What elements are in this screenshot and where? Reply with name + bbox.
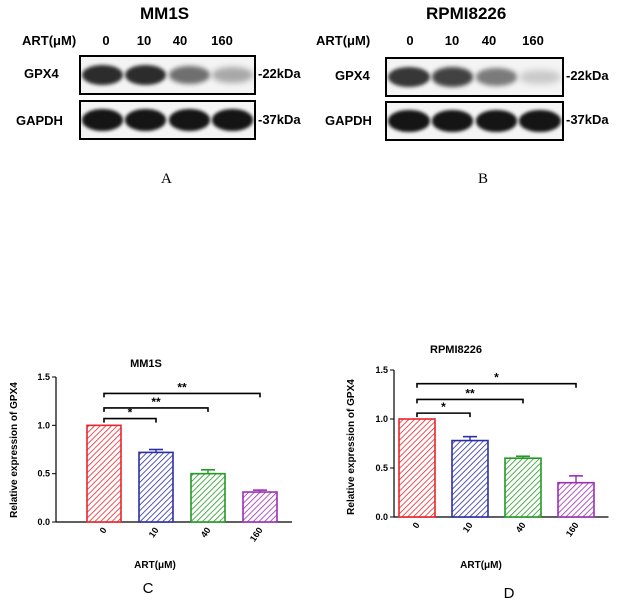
x-tick-label: 10: [147, 525, 161, 539]
significance-bracket: [416, 412, 471, 418]
x-tick-label: 160: [248, 525, 265, 543]
y-axis-label: Relative expression of GPX4: [346, 379, 357, 515]
blot-band: [125, 109, 167, 131]
significance-label: *: [494, 371, 499, 385]
bar: [451, 439, 489, 518]
blot-band: [211, 109, 253, 131]
blot-band: [82, 109, 124, 131]
lane-label: 40: [481, 33, 497, 48]
y-tick-label: 0.5: [37, 469, 50, 479]
panel-letter: A: [161, 171, 172, 187]
molecular-weight-marker: -22kDa: [566, 68, 609, 83]
blot-strip: [79, 55, 256, 95]
y-tick-label: 0.0: [37, 517, 50, 527]
y-tick-label: 1.5: [37, 372, 50, 382]
significance-bracket: [103, 417, 157, 423]
significance-label: *: [441, 400, 446, 414]
significance-bracket: [103, 407, 209, 412]
blot-band: [431, 110, 474, 132]
bar: [557, 481, 595, 518]
blot-band: [475, 68, 518, 86]
concentration-label: ART(μM): [22, 33, 77, 48]
significance-bracket: [416, 382, 577, 388]
y-tick-label: 1.0: [37, 420, 50, 430]
x-axis-label: ART(μM): [460, 560, 502, 571]
molecular-weight-marker: -37kDa: [566, 112, 609, 127]
blot-band: [388, 67, 430, 87]
y-tick-label: 1.5: [375, 365, 388, 375]
significance-bracket: [103, 392, 261, 398]
lane-label: 0: [406, 33, 414, 48]
lane-label: 0: [102, 33, 110, 48]
protein-label: GPX4: [24, 66, 59, 81]
chart-title: MM1S: [130, 358, 162, 370]
blot-band: [388, 110, 430, 132]
bar: [138, 451, 174, 523]
bar: [504, 457, 542, 518]
protein-label: GAPDH: [16, 113, 63, 128]
panel-letter: B: [478, 171, 489, 187]
bar-chart-rpmi8226: RPMI8226 Relative expression of GPX4 ART…: [346, 344, 609, 602]
lane-label: 10: [444, 33, 460, 48]
blot-band: [519, 70, 561, 84]
y-tick-label: 0.0: [375, 512, 388, 522]
blot-band: [125, 64, 167, 86]
lane-label: 160: [522, 33, 544, 48]
protein-label: GAPDH: [325, 113, 372, 128]
significance-label: **: [177, 380, 187, 394]
blot-band: [519, 110, 561, 132]
bar: [190, 472, 226, 523]
blot-title: MM1S: [140, 4, 190, 23]
y-tick-label: 1.0: [375, 414, 388, 424]
blot-band: [82, 64, 124, 86]
blot-strip: [385, 101, 564, 141]
lane-label: 160: [211, 33, 233, 48]
blot-strip: [385, 57, 564, 97]
x-tick-label: 10: [461, 520, 475, 534]
significance-bracket: [416, 398, 524, 404]
molecular-weight-marker: -37kDa: [258, 112, 301, 127]
significance-label: **: [465, 386, 475, 400]
blot-strip: [79, 100, 256, 140]
protein-label: GPX4: [335, 68, 370, 83]
lane-label: 40: [172, 33, 188, 48]
bar: [86, 424, 122, 523]
blot-band: [475, 110, 518, 132]
x-tick-label: 160: [564, 520, 581, 538]
y-tick-label: 0.5: [375, 463, 388, 473]
bar: [398, 418, 436, 518]
blot-band: [211, 67, 253, 83]
molecular-weight-marker: -22kDa: [258, 66, 301, 81]
y-axis-label: Relative expression of GPX4: [9, 382, 20, 518]
concentration-label: ART(μM): [316, 33, 371, 48]
bar-chart-mm1s: MM1S Relative expression of GPX4 ART(μM)…: [9, 358, 292, 597]
lane-label: 10: [136, 33, 152, 48]
x-tick-label: 40: [199, 525, 213, 539]
blot-band: [431, 67, 474, 87]
x-axis-label: ART(μM): [134, 560, 176, 571]
panel-letter: C: [143, 580, 154, 597]
significance-label: *: [128, 406, 133, 420]
panel-letter: D: [504, 585, 515, 602]
significance-label: **: [151, 395, 161, 409]
chart-title: RPMI8226: [430, 344, 482, 356]
blot-band: [168, 66, 210, 84]
x-tick-label: 40: [514, 520, 528, 534]
blot-band: [168, 109, 210, 131]
x-tick-label: 0: [411, 520, 422, 530]
bar: [242, 491, 278, 523]
blot-title: RPMI8226: [426, 4, 507, 23]
x-tick-label: 0: [98, 525, 109, 535]
